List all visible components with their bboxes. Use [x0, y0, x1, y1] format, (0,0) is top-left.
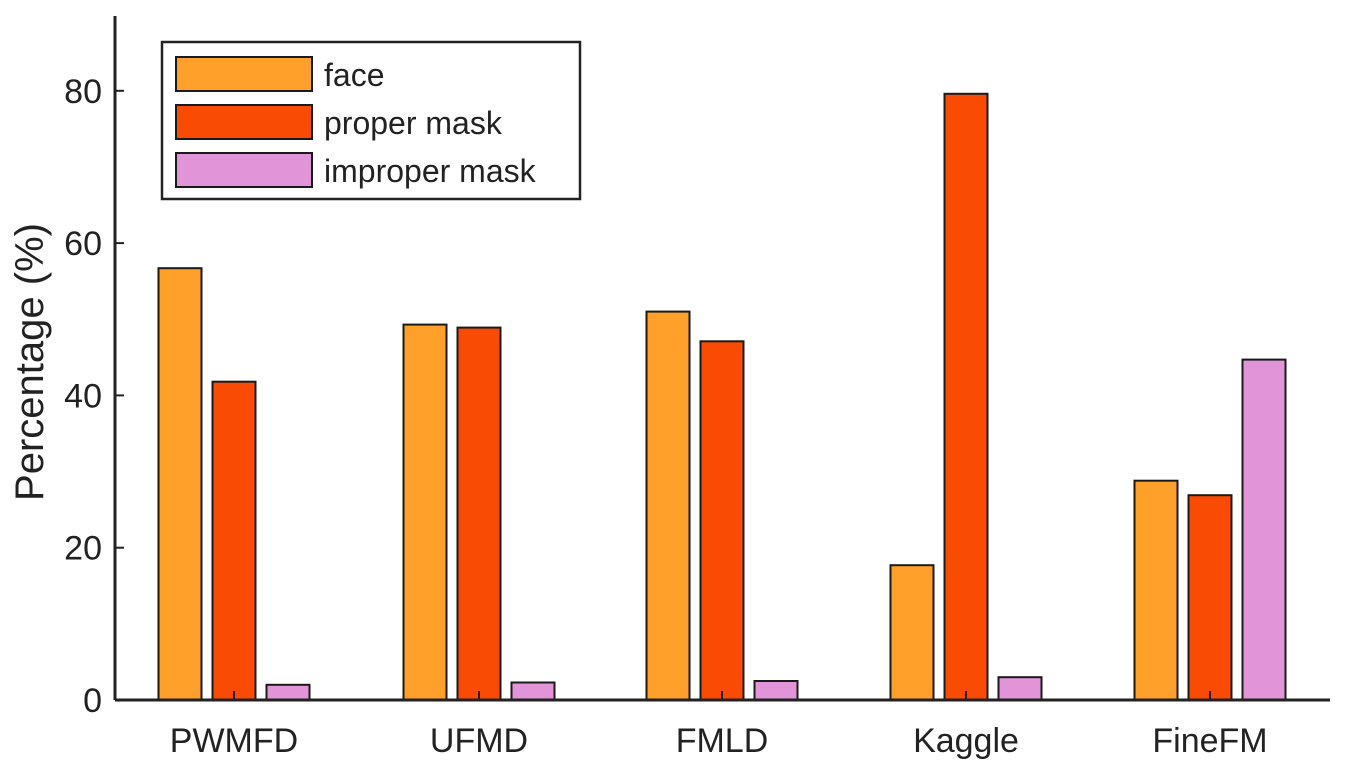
bar-improper-mask-ufmd — [510, 681, 556, 701]
legend-label-face: face — [324, 57, 384, 93]
legend-swatch-proper-mask — [175, 104, 313, 140]
bar-proper-mask-finefm — [1187, 494, 1233, 702]
bar-proper-mask-pwmfd — [211, 380, 257, 701]
x-tick-label-finefm: FineFM — [1152, 722, 1267, 760]
y-tick-label: 20 — [64, 530, 102, 568]
x-tick-label-pwmfd: PWMFD — [170, 722, 298, 760]
bar-face-kaggle — [889, 564, 935, 702]
bar-improper-mask-pwmfd — [265, 683, 311, 701]
bar-face-pwmfd — [157, 267, 203, 701]
x-tick-label-kaggle: Kaggle — [913, 722, 1019, 760]
bar-face-finefm — [1133, 479, 1179, 702]
bar-improper-mask-finefm — [1241, 358, 1287, 701]
legend-label-proper-mask: proper mask — [324, 105, 503, 141]
bar-improper-mask-fmld — [753, 680, 799, 701]
legend-swatch-face — [175, 56, 313, 92]
y-axis-title: Percentage (%) — [8, 223, 52, 501]
y-tick-label: 40 — [64, 377, 102, 415]
legend: face proper mask improper mask — [160, 40, 582, 201]
y-ticks: 0 20 40 60 80 — [64, 73, 124, 720]
bar-improper-mask-kaggle — [997, 676, 1043, 702]
y-tick-label: 0 — [83, 682, 102, 720]
bar-face-fmld — [645, 310, 691, 701]
bar-proper-mask-kaggle — [943, 92, 989, 702]
x-tick-label-fmld: FMLD — [676, 722, 769, 760]
x-tick-label-ufmd: UFMD — [430, 722, 528, 760]
x-ticks: PWMFD UFMD FMLD Kaggle FineFM — [170, 691, 1268, 760]
bar-face-ufmd — [402, 323, 448, 701]
bar-proper-mask-ufmd — [456, 326, 502, 701]
legend-label-improper-mask: improper mask — [324, 153, 537, 189]
legend-swatch-improper-mask — [175, 152, 313, 188]
y-tick-label: 80 — [64, 73, 102, 111]
bars-layer — [157, 92, 1287, 702]
y-tick-label: 60 — [64, 225, 102, 263]
bar-proper-mask-fmld — [699, 340, 745, 701]
